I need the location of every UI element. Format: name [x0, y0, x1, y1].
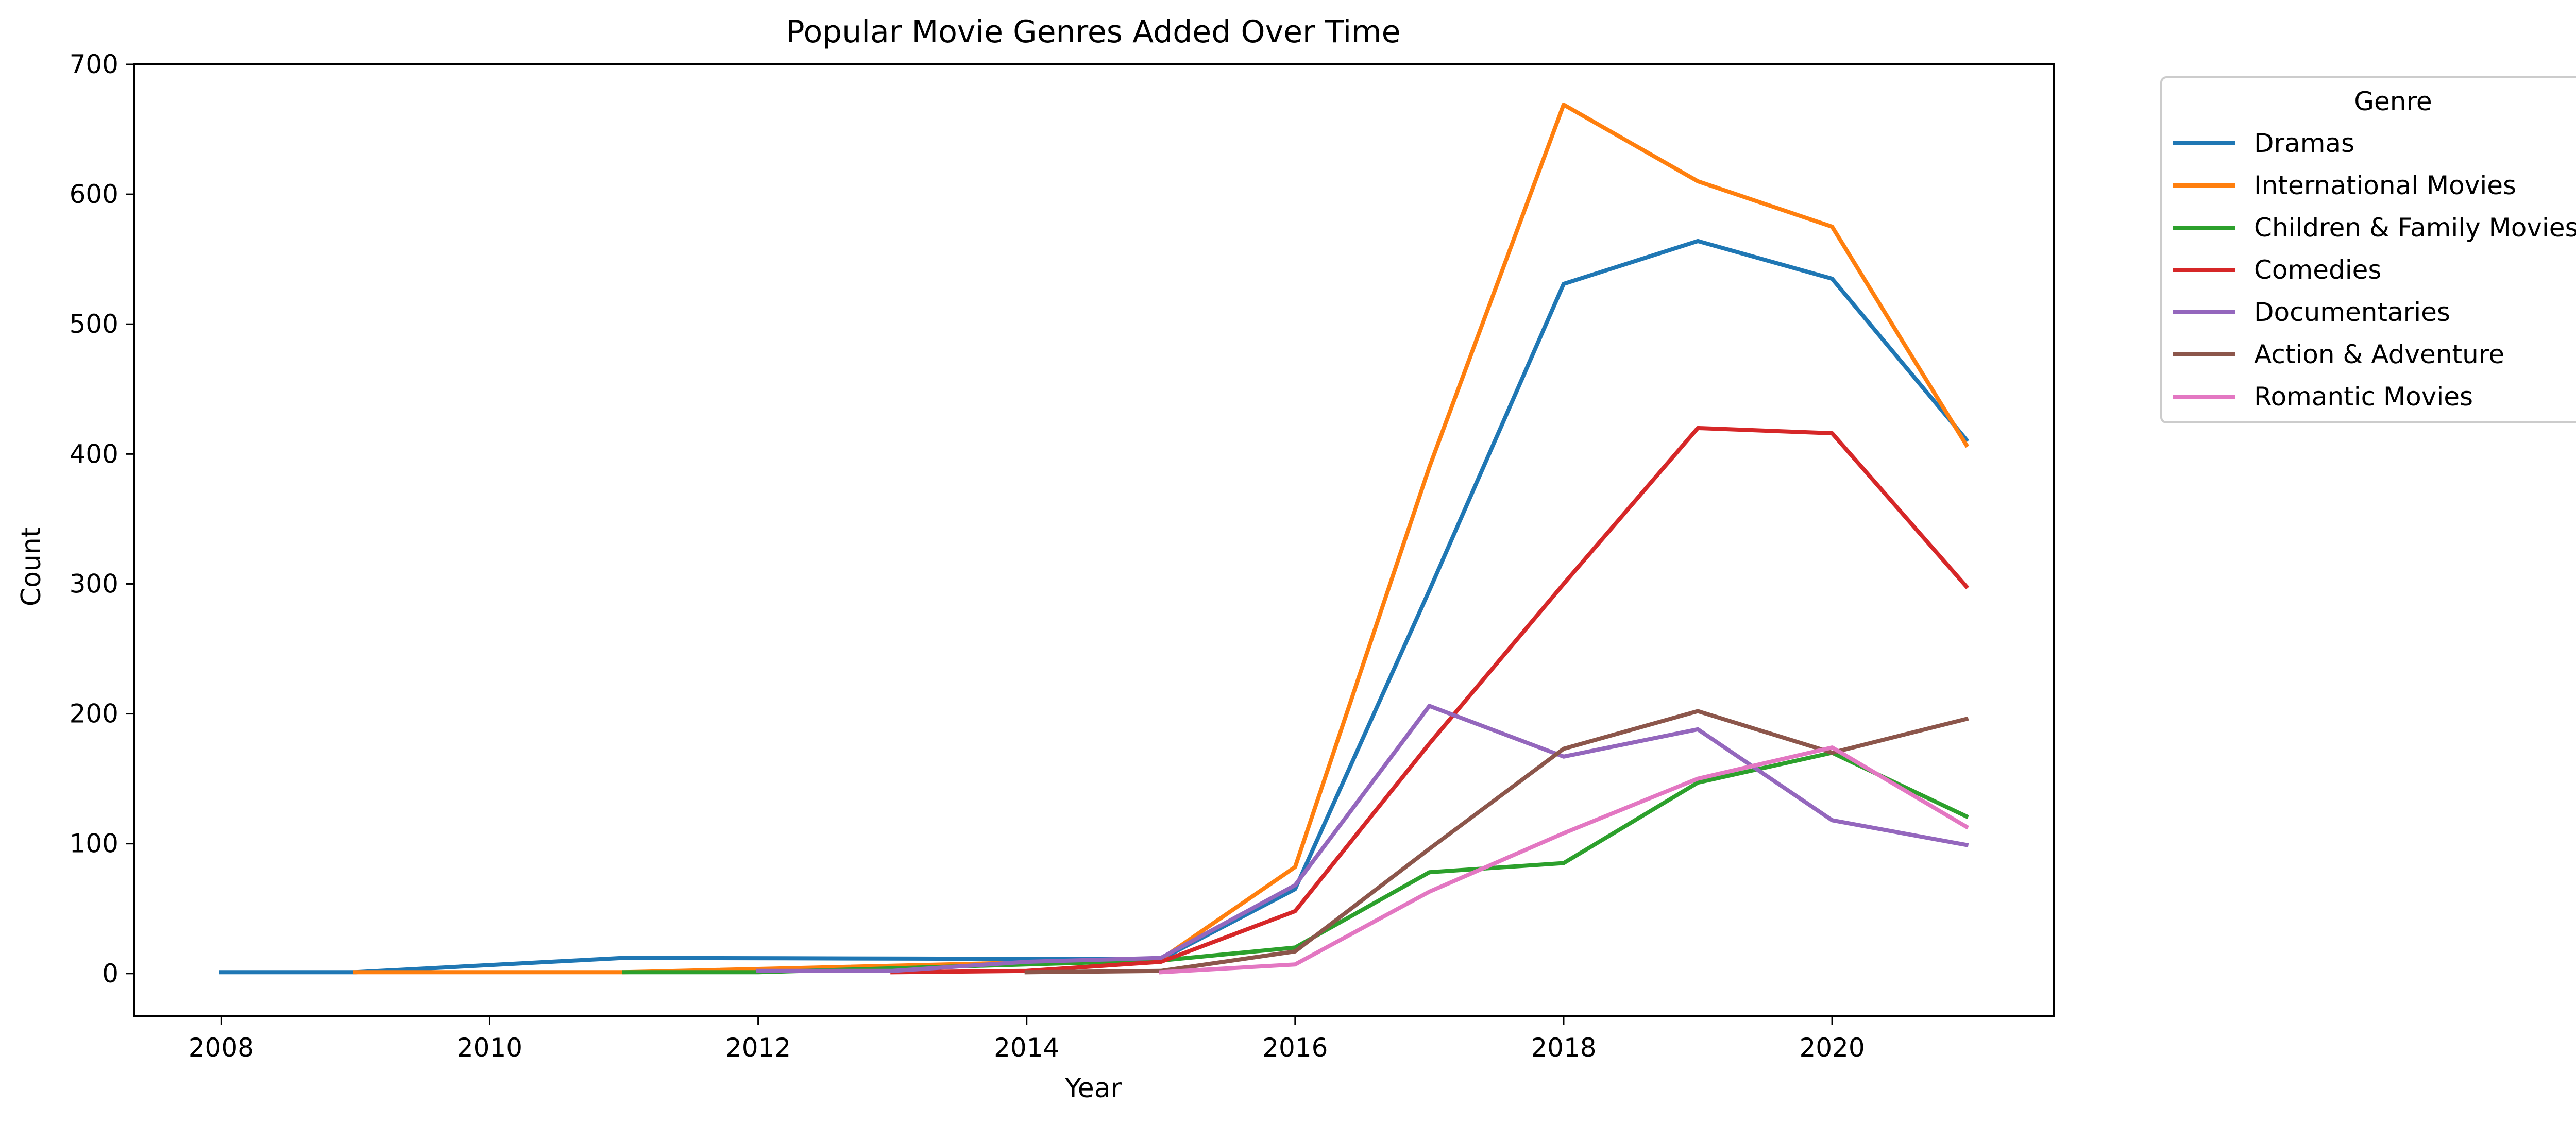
series-line-comedies: [890, 426, 1970, 975]
x-tick-label: 2010: [457, 1033, 522, 1063]
series-line-international-movies: [353, 103, 1970, 975]
plot-area: [133, 63, 2055, 1017]
legend-label: Action & Adventure: [2254, 339, 2504, 369]
x-tick-label: 2012: [725, 1033, 791, 1063]
series-line-documentaries: [756, 704, 1969, 973]
x-tick-label: 2020: [1799, 1033, 1865, 1063]
series-line-romantic-movies: [1159, 745, 1970, 975]
legend-title: Genre: [2354, 87, 2432, 116]
y-tick-label: 500: [70, 309, 118, 339]
y-tick-label: 600: [70, 179, 118, 209]
legend-label: Documentaries: [2254, 297, 2450, 327]
x-tick-label: 2014: [994, 1033, 1059, 1063]
x-tick-label: 2018: [1531, 1033, 1596, 1063]
x-tick-label: 2016: [1262, 1033, 1328, 1063]
legend-label: Romantic Movies: [2254, 382, 2473, 412]
chart-title: Popular Movie Genres Added Over Time: [786, 14, 1400, 50]
x-axis-label: Year: [1064, 1073, 1122, 1104]
series-line-children-family-movies: [622, 751, 1969, 975]
legend-label: Children & Family Movies: [2254, 213, 2576, 243]
x-tick-label: 2008: [189, 1033, 254, 1063]
y-tick-label: 100: [70, 829, 118, 859]
legend-label: Comedies: [2254, 255, 2381, 285]
legend-label: Dramas: [2254, 128, 2354, 158]
series-lines: [219, 103, 1970, 975]
legend-frame: [2160, 76, 2576, 423]
series-line-dramas: [219, 239, 1970, 975]
y-tick-label: 0: [102, 959, 118, 989]
y-tick-label: 400: [70, 439, 118, 469]
x-axis-ticks: 2008 2010 2012 2014 2016 2018 2020: [189, 1016, 1865, 1063]
y-tick-label: 300: [70, 569, 118, 599]
legend-items: Dramas International Movies Children & Fam…: [2173, 128, 2576, 412]
y-axis-label: Count: [16, 527, 47, 606]
series-line-action-adventure: [1024, 709, 1969, 975]
y-tick-label: 700: [70, 49, 118, 79]
y-axis-ticks: 0 100 200 300 400 500 600 700: [70, 49, 134, 989]
y-tick-label: 200: [70, 699, 118, 729]
legend-label: International Movies: [2254, 171, 2516, 200]
legend: Genre Dramas International Movies Children…: [2160, 76, 2576, 423]
